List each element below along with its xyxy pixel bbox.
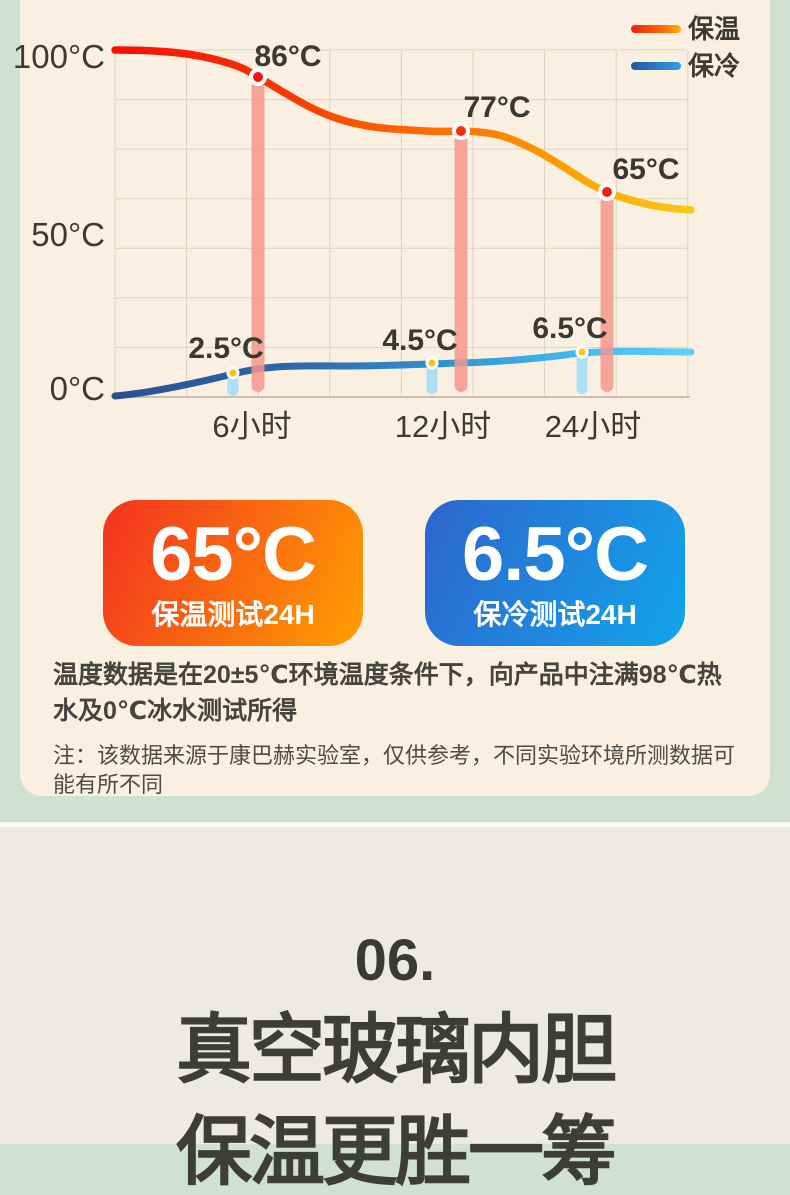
section-divider [0,822,790,827]
legend-cold-label: 保冷 [688,51,741,81]
temperature-line-chart: 100°C 50°C 0°C 86°C 77°C 65°C 2.5°C 4.5°… [13,38,695,444]
cold-drop-bars [227,354,588,396]
x-tick-12h: 12小时 [395,409,491,444]
legend-item-cold: 保冷 [631,53,740,79]
x-tick-24h: 24小时 [545,409,641,444]
hot-point-label-6h: 86°C [254,40,321,73]
heat-retention-label: 保温测试24H [151,599,315,630]
next-section: 06. 真空玻璃内胆 保温更胜一筹 [0,827,790,1191]
cold-retention-label: 保冷测试24H [473,599,637,630]
cold-point-markers [226,345,589,380]
legend-hot-label: 保温 [688,14,741,44]
y-tick-50: 50°C [31,216,105,253]
disclaimer-note: 注：该数据来源于康巴赫实验室，仅供参考，不同实验环境所测数据可能有所不同 [53,743,736,797]
y-tick-100: 100°C [13,38,105,75]
hot-point-markers [249,68,616,201]
test-conditions-text: 温度数据是在20±5℃环境温度条件下，向产品中注满98℃热水及0℃冰水测试所得 [53,661,722,725]
hot-point-label-24h: 65°C [612,153,679,186]
cold-line-swatch-icon [631,62,681,70]
section-title-line2: 保温更胜一筹 [176,1110,617,1195]
cold-point-label-12h: 4.5°C [382,324,457,357]
y-tick-0: 0°C [50,370,105,407]
chart-legend: 保温 保冷 [631,16,740,79]
cold-point-label-6h: 2.5°C [188,332,263,365]
chart-grid [114,49,689,397]
heat-retention-badge: 65°C 保温测试24H [103,500,363,646]
x-tick-6h: 6小时 [212,409,291,444]
section-number: 06. [354,928,436,993]
cold-retention-value: 6.5°C [462,512,649,597]
heat-retention-value: 65°C [150,512,317,597]
hot-series-line [111,46,695,214]
hot-drop-bars [251,80,614,392]
legend-item-hot: 保温 [631,16,740,42]
cold-retention-badge: 6.5°C 保冷测试24H [425,500,685,646]
cold-point-label-24h: 6.5°C [532,312,607,345]
hot-line-swatch-icon [631,25,681,33]
section-title-line1: 真空玻璃内胆 [176,1008,617,1093]
hot-point-label-12h: 77°C [463,91,530,124]
